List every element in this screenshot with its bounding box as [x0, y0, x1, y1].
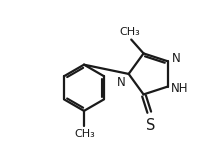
- Text: NH: NH: [171, 82, 188, 95]
- Text: CH₃: CH₃: [75, 129, 95, 139]
- Text: S: S: [146, 118, 155, 133]
- Text: CH₃: CH₃: [119, 27, 140, 37]
- Text: N: N: [172, 53, 180, 65]
- Text: N: N: [117, 76, 126, 89]
